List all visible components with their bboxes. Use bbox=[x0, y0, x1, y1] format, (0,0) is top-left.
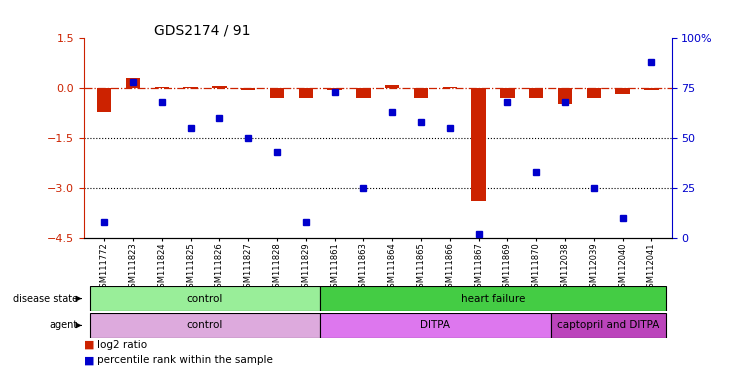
Bar bbox=[212, 86, 226, 88]
Text: control: control bbox=[187, 320, 223, 331]
Bar bbox=[550, 313, 666, 338]
Text: DITPA: DITPA bbox=[420, 320, 450, 331]
Text: control: control bbox=[187, 293, 223, 304]
Bar bbox=[472, 88, 485, 202]
Bar bbox=[442, 87, 457, 88]
Bar bbox=[97, 88, 111, 112]
Bar bbox=[356, 88, 371, 98]
Bar bbox=[90, 286, 320, 311]
Bar bbox=[414, 88, 429, 98]
Bar bbox=[299, 88, 313, 98]
Text: heart failure: heart failure bbox=[461, 293, 525, 304]
Bar bbox=[320, 286, 666, 311]
Text: disease state: disease state bbox=[13, 293, 78, 304]
Bar bbox=[645, 88, 658, 90]
Bar bbox=[126, 78, 140, 88]
Bar bbox=[529, 88, 543, 98]
Bar bbox=[587, 88, 601, 98]
Text: GDS2174 / 91: GDS2174 / 91 bbox=[155, 23, 251, 37]
Text: captopril and DITPA: captopril and DITPA bbox=[557, 320, 659, 331]
Text: ■: ■ bbox=[84, 340, 98, 350]
Bar bbox=[385, 85, 399, 88]
Text: ■: ■ bbox=[84, 355, 98, 365]
Bar bbox=[241, 88, 255, 90]
Bar bbox=[327, 88, 342, 90]
Bar bbox=[320, 313, 550, 338]
Bar bbox=[270, 88, 284, 98]
Bar bbox=[500, 88, 515, 98]
Text: percentile rank within the sample: percentile rank within the sample bbox=[97, 355, 273, 365]
Bar bbox=[183, 87, 198, 88]
Bar bbox=[615, 88, 630, 94]
Text: log2 ratio: log2 ratio bbox=[97, 340, 147, 350]
Text: agent: agent bbox=[50, 320, 78, 331]
Bar bbox=[155, 87, 169, 88]
Bar bbox=[558, 88, 572, 104]
Bar bbox=[90, 313, 320, 338]
